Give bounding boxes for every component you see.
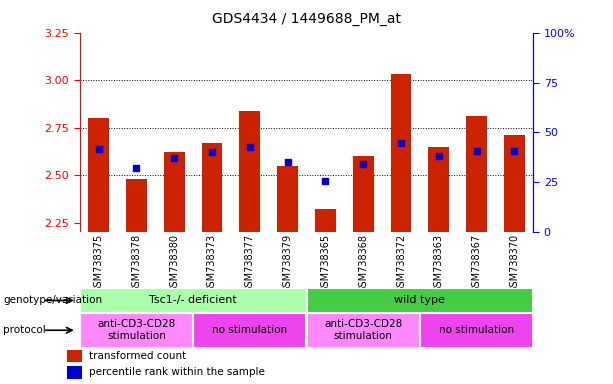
Text: GSM738380: GSM738380 [169, 234, 179, 293]
Text: percentile rank within the sample: percentile rank within the sample [89, 367, 265, 377]
Bar [67, 366, 83, 379]
Bar [88, 118, 109, 232]
Bar [306, 288, 533, 313]
Text: GSM738377: GSM738377 [245, 234, 255, 293]
Bar [202, 143, 223, 232]
Bar [193, 313, 306, 348]
Text: GSM738379: GSM738379 [283, 234, 292, 293]
Text: GSM738378: GSM738378 [131, 234, 142, 293]
Bar [164, 152, 185, 232]
Bar [420, 313, 533, 348]
Text: Tsc1-/- deficient: Tsc1-/- deficient [149, 295, 237, 306]
Text: protocol: protocol [3, 325, 46, 335]
Bar [277, 166, 298, 232]
Text: GSM738367: GSM738367 [471, 234, 482, 293]
Bar [80, 288, 306, 313]
Bar [306, 313, 420, 348]
Text: GSM738368: GSM738368 [358, 234, 368, 293]
Text: GSM738370: GSM738370 [509, 234, 519, 293]
Text: GSM738372: GSM738372 [396, 234, 406, 293]
Bar [240, 111, 260, 232]
Text: GSM738365: GSM738365 [321, 234, 330, 293]
Text: GSM738363: GSM738363 [434, 234, 444, 293]
Bar [353, 156, 373, 232]
Text: no stimulation: no stimulation [439, 325, 514, 335]
Bar [390, 74, 411, 232]
Bar [428, 147, 449, 232]
Bar [67, 350, 83, 362]
Text: anti-CD3-CD28
stimulation: anti-CD3-CD28 stimulation [324, 319, 402, 341]
Text: wild type: wild type [395, 295, 445, 306]
Text: anti-CD3-CD28
stimulation: anti-CD3-CD28 stimulation [97, 319, 175, 341]
Bar [315, 210, 336, 232]
Bar [80, 313, 193, 348]
Text: transformed count: transformed count [89, 351, 186, 361]
Text: genotype/variation: genotype/variation [3, 295, 102, 306]
Text: GDS4434 / 1449688_PM_at: GDS4434 / 1449688_PM_at [212, 12, 401, 26]
Text: GSM738373: GSM738373 [207, 234, 217, 293]
Bar [126, 179, 147, 232]
Bar [466, 116, 487, 232]
Text: GSM738375: GSM738375 [94, 234, 104, 293]
Text: no stimulation: no stimulation [212, 325, 287, 335]
Bar [504, 135, 525, 232]
